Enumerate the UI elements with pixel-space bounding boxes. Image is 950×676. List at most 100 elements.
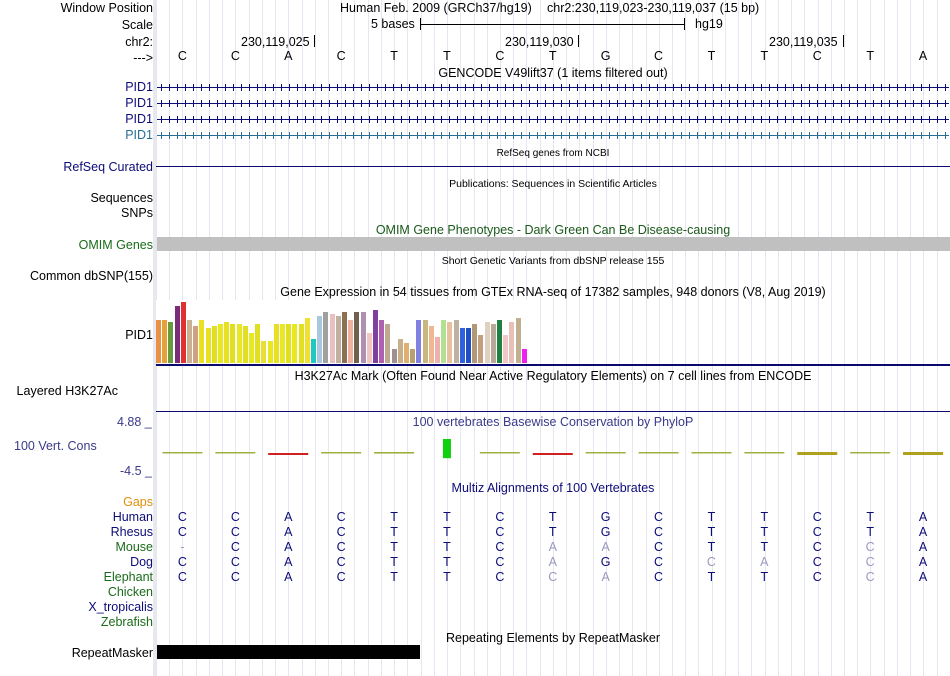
- gtex-tissue-bar[interactable]: [435, 337, 440, 363]
- h3k27ac-track-label[interactable]: Layered H3K27Ac: [16, 384, 118, 398]
- omim-gene-bar[interactable]: [157, 237, 950, 251]
- omim-track-label[interactable]: OMIM Genes: [78, 238, 153, 252]
- gtex-tissue-bar[interactable]: [180, 302, 186, 363]
- gtex-tissue-bar[interactable]: [218, 324, 223, 363]
- gtex-tissue-bar[interactable]: [292, 324, 298, 363]
- gtex-tissue-bar[interactable]: [230, 324, 236, 363]
- refseq-track-label[interactable]: RefSeq Curated: [63, 160, 153, 174]
- position-readout[interactable]: chr2:230,119,023-230,119,037 (15 bp): [547, 1, 760, 15]
- gtex-tissue-bar[interactable]: [441, 320, 447, 363]
- repeatmasker-track-label[interactable]: RepeatMasker: [71, 646, 153, 660]
- gtex-tissue-bar[interactable]: [410, 349, 416, 363]
- gtex-tissue-bar[interactable]: [422, 320, 428, 363]
- gencode-transcript[interactable]: [157, 116, 949, 123]
- ruler-tick: [314, 35, 315, 47]
- base: C: [865, 570, 875, 584]
- gtex-tissue-bar[interactable]: [156, 320, 161, 363]
- repeatmasker-element[interactable]: [157, 645, 420, 659]
- publications-title: Publications: Sequences in Scientific Ar…: [449, 178, 657, 190]
- gtex-tissue-bar[interactable]: [255, 324, 261, 363]
- gtex-tissue-bar[interactable]: [317, 316, 323, 363]
- gtex-tissue-bar[interactable]: [397, 339, 403, 363]
- gtex-tissue-bar[interactable]: [168, 322, 174, 363]
- phylop-wiggle[interactable]: [156, 430, 950, 470]
- gtex-tissue-bar[interactable]: [521, 349, 527, 363]
- gtex-tissue-bar[interactable]: [193, 326, 199, 363]
- gencode-transcript[interactable]: [157, 100, 949, 107]
- base: T: [443, 525, 451, 539]
- gtex-tissue-bar[interactable]: [298, 324, 304, 363]
- gtex-tissue-bar[interactable]: [286, 324, 292, 363]
- gtex-tissue-bar[interactable]: [199, 320, 205, 363]
- gaps-label[interactable]: Gaps: [123, 495, 153, 509]
- gencode-gene-label[interactable]: PID1: [125, 128, 153, 142]
- gtex-bar-chart[interactable]: [156, 300, 536, 363]
- gtex-tissue-bar[interactable]: [416, 320, 422, 363]
- species-label[interactable]: Mouse: [115, 540, 153, 554]
- gtex-tissue-bar[interactable]: [379, 320, 385, 363]
- gtex-tissue-bar[interactable]: [267, 341, 273, 363]
- gencode-transcript[interactable]: [157, 84, 949, 91]
- gtex-tissue-bar[interactable]: [391, 349, 397, 363]
- species-label[interactable]: Elephant: [103, 570, 153, 584]
- gtex-tissue-bar[interactable]: [366, 333, 372, 363]
- gtex-tissue-bar[interactable]: [447, 322, 453, 363]
- gtex-tissue-bar[interactable]: [162, 320, 168, 363]
- gtex-tissue-bar[interactable]: [404, 343, 409, 363]
- gencode-transcript[interactable]: [157, 132, 949, 139]
- gtex-tissue-bar[interactable]: [242, 326, 248, 363]
- sequences-label[interactable]: Sequences: [90, 191, 153, 205]
- gtex-tissue-bar[interactable]: [323, 312, 329, 363]
- gtex-tissue-bar[interactable]: [497, 320, 502, 363]
- phylop-track-label[interactable]: 100 Vert. Cons: [14, 439, 97, 453]
- gtex-tissue-bar[interactable]: [304, 318, 310, 363]
- gtex-tissue-bar[interactable]: [466, 328, 471, 363]
- gtex-tissue-bar[interactable]: [335, 316, 341, 363]
- gtex-tissue-bar[interactable]: [342, 312, 347, 363]
- gtex-tissue-bar[interactable]: [249, 333, 254, 363]
- gtex-tissue-bar[interactable]: [385, 324, 391, 363]
- base: G: [600, 510, 611, 524]
- species-label[interactable]: Rhesus: [110, 525, 153, 539]
- base: C: [230, 570, 240, 584]
- base: A: [918, 570, 928, 584]
- gtex-tissue-bar[interactable]: [205, 328, 211, 363]
- gtex-tissue-bar[interactable]: [515, 318, 521, 363]
- gtex-tissue-bar[interactable]: [224, 322, 230, 363]
- gtex-tissue-bar[interactable]: [459, 328, 465, 363]
- base: A: [284, 555, 293, 569]
- species-label[interactable]: Human: [112, 510, 153, 524]
- gtex-tissue-bar[interactable]: [503, 335, 509, 363]
- gtex-tissue-bar[interactable]: [484, 322, 490, 363]
- gtex-tissue-bar[interactable]: [311, 339, 316, 363]
- gtex-tissue-bar[interactable]: [174, 306, 180, 363]
- gtex-gene-label[interactable]: PID1: [125, 328, 153, 342]
- gtex-tissue-bar[interactable]: [348, 320, 354, 363]
- snps-label[interactable]: SNPs: [121, 206, 153, 220]
- gencode-gene-label[interactable]: PID1: [125, 112, 153, 126]
- species-label[interactable]: Zebrafish: [100, 615, 153, 629]
- gtex-tissue-bar[interactable]: [472, 324, 478, 363]
- base: C: [336, 540, 346, 554]
- gtex-tissue-bar[interactable]: [360, 312, 366, 363]
- gencode-gene-label[interactable]: PID1: [125, 80, 153, 94]
- gtex-tissue-bar[interactable]: [373, 310, 378, 363]
- gtex-tissue-bar[interactable]: [478, 335, 484, 363]
- gtex-tissue-bar[interactable]: [280, 324, 285, 363]
- dbsnp-track-label[interactable]: Common dbSNP(155): [30, 269, 153, 283]
- species-label[interactable]: Dog: [130, 555, 153, 569]
- gtex-tissue-bar[interactable]: [273, 324, 279, 363]
- gencode-gene-label[interactable]: PID1: [125, 96, 153, 110]
- gtex-tissue-bar[interactable]: [490, 324, 496, 363]
- gtex-tissue-bar[interactable]: [187, 320, 192, 363]
- gtex-tissue-bar[interactable]: [453, 320, 459, 363]
- species-label[interactable]: Chicken: [107, 585, 153, 599]
- gtex-tissue-bar[interactable]: [261, 341, 267, 363]
- gtex-tissue-bar[interactable]: [329, 314, 335, 363]
- gtex-tissue-bar[interactable]: [509, 322, 515, 363]
- gtex-tissue-bar[interactable]: [428, 326, 434, 363]
- gtex-tissue-bar[interactable]: [354, 312, 360, 363]
- gtex-tissue-bar[interactable]: [236, 324, 242, 363]
- gtex-tissue-bar[interactable]: [211, 326, 217, 363]
- species-label[interactable]: X_tropicalis: [88, 600, 153, 614]
